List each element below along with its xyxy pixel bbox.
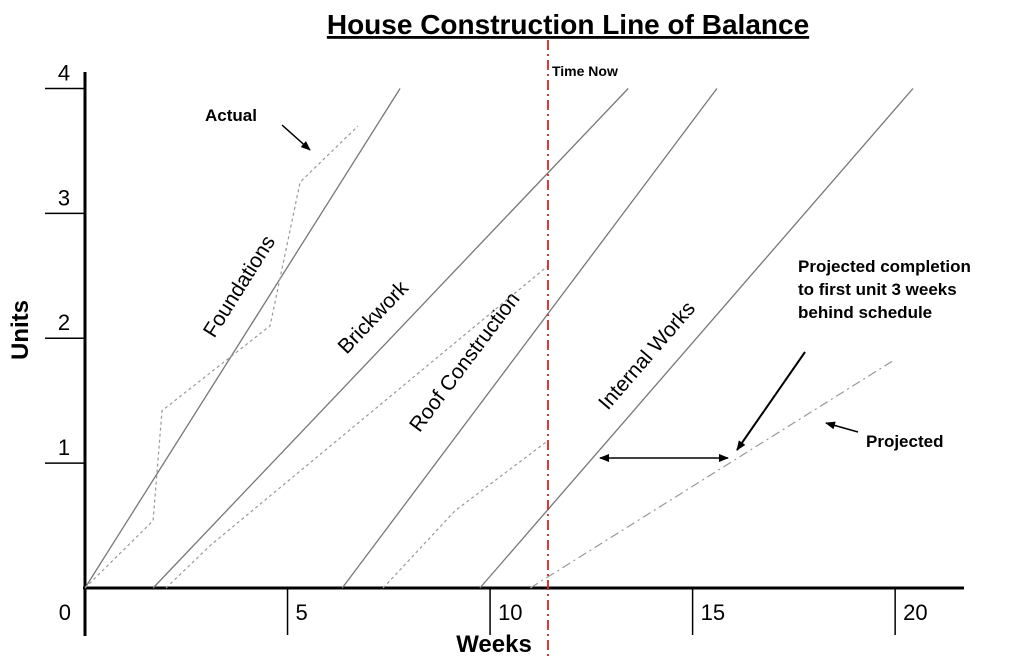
series-line xyxy=(165,265,549,589)
x-tick-label: 15 xyxy=(701,600,725,625)
line-label: Foundations xyxy=(199,232,280,342)
x-tick-label: 10 xyxy=(498,600,522,625)
x-tick-label: 20 xyxy=(903,600,927,625)
series-line xyxy=(529,360,894,589)
line-label: Actual xyxy=(205,106,257,125)
arrow xyxy=(281,124,311,151)
y-tick-label: 2 xyxy=(58,310,70,335)
x-tick-label: 0 xyxy=(59,600,71,625)
y-axis-label: Units xyxy=(7,300,34,360)
series-line xyxy=(152,88,629,589)
x-axis-label: Weeks xyxy=(456,631,532,658)
y-tick-label: 4 xyxy=(58,60,70,85)
line-label: Brickwork xyxy=(334,276,414,358)
series-line xyxy=(84,125,359,589)
arrow xyxy=(736,351,806,451)
y-tick-label: 1 xyxy=(58,435,70,460)
chart-title: House Construction Line of Balance xyxy=(327,9,809,40)
line-label: Roof Construction xyxy=(405,288,524,436)
line-label: Projected xyxy=(866,432,943,451)
annotation-line: Projected completion xyxy=(798,257,971,276)
time-now-label: Time Now xyxy=(552,63,618,79)
series-line xyxy=(84,88,401,589)
y-tick-label: 3 xyxy=(58,185,70,210)
x-tick-label: 5 xyxy=(296,600,308,625)
annotation: Projected completion to first unit 3 wee… xyxy=(798,257,971,322)
series-line xyxy=(341,88,718,589)
line-label: Internal Works xyxy=(594,297,700,414)
annotation-line: behind schedule xyxy=(798,303,932,322)
series-line xyxy=(382,440,549,589)
series-line xyxy=(479,88,914,589)
annotation-line: to first unit 3 weeks xyxy=(798,280,957,299)
arrow xyxy=(825,421,859,433)
